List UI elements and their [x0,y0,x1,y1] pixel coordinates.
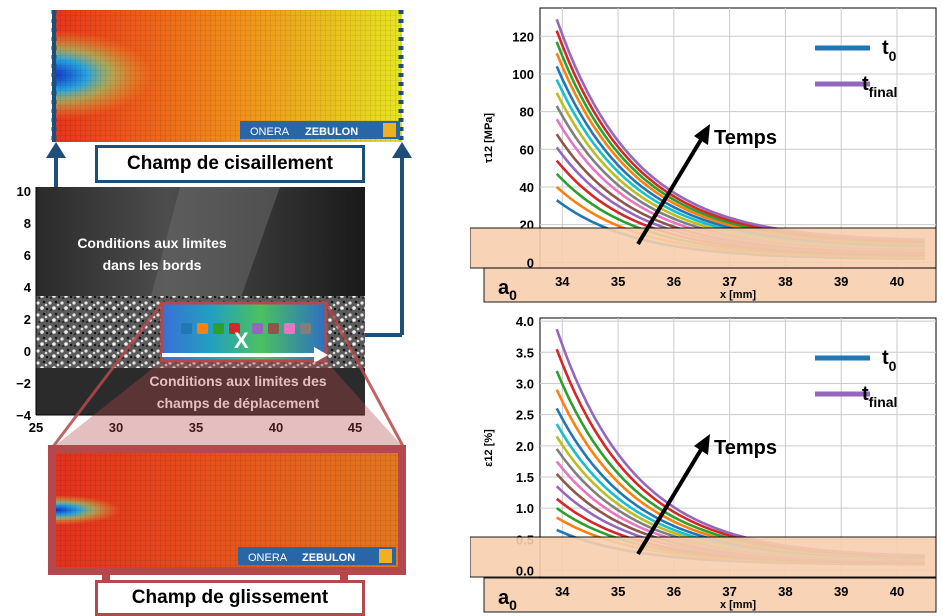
a0-band [470,536,937,578]
legend-entry: t0 [882,347,897,374]
svg-text:6: 6 [24,248,31,263]
arrow-white-icon [314,347,328,363]
slip-field-caption: Champ de glissement [95,580,365,616]
svg-text:35: 35 [189,420,203,435]
x-tick-label: 36 [667,274,681,289]
dic-marker-x: X [234,328,249,353]
tau-chart: 34353637383940020406080100120τ12 [MPa]34… [470,7,937,303]
svg-text:ZEBULON: ZEBULON [302,552,355,564]
y-tick-label: 0 [527,255,534,270]
a0-label: a0 [498,587,517,613]
svg-text:45: 45 [348,420,362,435]
dic-y-axis: 10 8 6 4 2 0 −2 −4 [16,184,37,423]
y-tick-label: 100 [512,67,534,82]
a0-label: a0 [498,277,517,303]
y-tick-label: 4.0 [516,314,534,329]
dic-image [36,187,365,415]
zebulon-logo-text: ZEBULON [305,126,358,138]
shear-heatmap: ONERA ZEBULON [51,10,404,142]
svg-text:30: 30 [109,420,123,435]
zoom-connector [50,302,406,449]
x-tick-label: 39 [834,274,848,289]
disp-label-2: champs de déplacement [157,395,320,411]
temps-arrow-head-icon [694,124,710,145]
x-tick-label: 34 [555,584,570,599]
svg-text:−4: −4 [16,408,32,423]
onera-logo-top [240,121,400,139]
y-tick-label: 80 [520,105,534,120]
dic-markers [181,323,311,334]
x-axis-label: x [mm] [720,289,756,301]
zebulon-z-icon [383,123,396,137]
y-axis-label: ε12 [%] [483,429,495,467]
y-tick-label: 1.5 [516,470,534,485]
left-panel-svg: ONERA ZEBULON X Conditions aux limites d… [16,10,412,585]
x-tick-label: 35 [611,584,625,599]
arrow-head-left-icon [46,142,66,158]
edges-label-1: Conditions aux limites [77,235,227,251]
x-tick-label: 38 [778,584,792,599]
y-tick-label: 60 [520,142,534,157]
temps-arrow [636,136,704,246]
svg-text:ONERA: ONERA [248,552,288,564]
y-tick-label: 3.5 [516,345,534,360]
x-tick-label: 36 [667,584,681,599]
svg-text:0: 0 [24,344,31,359]
temps-arrow-head-icon [694,434,710,455]
legend-entry: tfinal [862,383,897,410]
edges-label-2: dans les bords [103,257,202,273]
x-axis-label: x [mm] [720,599,756,611]
shear-field-caption: Champ de cisaillement [95,145,365,183]
dic-x-axis: 25 30 35 40 45 [29,414,365,435]
x-tick-label: 40 [890,274,904,289]
arrow-head-right-icon [392,142,412,158]
x-tick-label: 39 [834,584,848,599]
svg-text:4: 4 [24,280,32,295]
svg-text:8: 8 [24,216,31,231]
y-tick-label: 120 [512,29,534,44]
svg-text:10: 10 [17,184,31,199]
y-tick-label: 2.0 [516,439,534,454]
a0-band-lower [483,267,937,303]
slip-heatmap: ONERA ZEBULON [48,445,406,575]
y-tick-label: 2.5 [516,408,534,423]
x-tick-label: 37 [722,584,736,599]
a0-band [470,227,937,269]
x-tick-label: 34 [555,274,570,289]
svg-text:2: 2 [24,312,31,327]
zebulon-z-icon [379,549,392,563]
y-tick-label: 40 [520,180,534,195]
legend-entry: t0 [882,37,897,64]
onera-logo-text: ONERA [250,126,290,138]
a0-band-lower [483,577,937,613]
svg-text:−2: −2 [16,376,31,391]
x-tick-label: 38 [778,274,792,289]
disp-label-1: Conditions aux limites des [149,373,327,389]
svg-text:40: 40 [269,420,283,435]
temps-annotation: Temps [714,437,777,459]
onera-logo-bottom [238,547,396,565]
epsilon-chart: 343536373839400.00.51.01.52.02.53.03.54.… [470,314,937,613]
temps-arrow [636,446,704,556]
x-tick-label: 40 [890,584,904,599]
x-tick-label: 37 [722,274,736,289]
y-tick-label: 3.0 [516,376,534,391]
svg-text:25: 25 [29,420,43,435]
y-axis-label: τ12 [MPa] [483,113,495,163]
y-tick-label: 0.0 [516,564,534,579]
temps-annotation: Temps [714,127,777,149]
y-tick-label: 1.0 [516,501,534,516]
x-tick-label: 35 [611,274,625,289]
legend-entry: tfinal [862,73,897,100]
